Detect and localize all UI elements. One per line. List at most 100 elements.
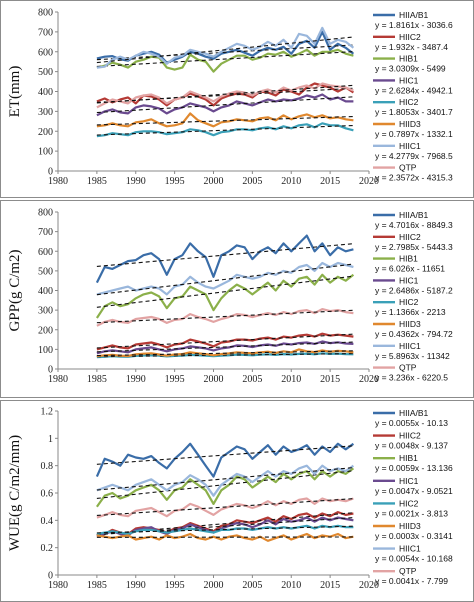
trend-equation: y = 2.6284x - 4942.1 [375,85,453,95]
trend-equation: y = 1.1366x - 2213 [375,307,446,317]
legend-label: QTP [399,363,417,373]
wue-chart: 0 0.2 0.4 0.6 0.8 1 1.2 1980 1985 1990 1995 2000 200… [7,407,453,592]
trend-equation: y = 0.0041x - 7.799 [375,576,448,586]
series-line [96,93,354,117]
trendline [96,96,354,114]
legend-label: HIID3 [399,319,421,329]
trend-equation: y = 3.0309x - 5499 [375,64,446,74]
y-tick-label: 100 [38,345,53,356]
x-tick-label: 2020 [359,580,379,591]
series-line [96,122,354,138]
x-tick-label: 1980 [48,176,68,187]
x-tick-label: 1985 [87,580,107,591]
trend-equation: y = 0.7897x - 1332.1 [375,129,453,139]
y-tick-label: 100 [38,147,53,158]
x-tick-label: 2020 [359,374,379,385]
y-axis-label: WUE(g C/m2/mm) [7,435,23,551]
series-line [96,467,355,508]
x-tick-label: 2000 [204,176,224,187]
trend-equation: y = 2.3572x - 4315.3 [375,173,453,183]
y-tick-label: 600 [38,47,53,58]
series-line [95,273,355,319]
y-tick-label: 1.2 [41,407,54,418]
gpp-panel: 0 100 200 300 400 500 600 700 800 1980 1985 1990 199… [0,200,474,398]
legend-label: HIC2 [399,97,419,107]
legend-label: HIIA/B1 [399,408,429,418]
trend-equation: y = 4.7016x - 8849.3 [375,220,453,230]
y-tick-label: 500 [38,266,53,277]
legend-label: HIIC2 [399,431,421,441]
y-tick-label: 400 [38,286,53,297]
x-tick-label: 1995 [165,176,185,187]
legend-label: HIIC1 [399,341,421,351]
series-line [96,112,354,128]
trend-equation: y = 0.0059x - 13.136 [375,463,453,473]
y-tick-label: 0.8 [41,461,54,472]
x-tick-label: 2005 [242,374,262,385]
trendline [96,44,354,61]
x-tick-label: 2000 [204,374,224,385]
y-tick-label: 700 [38,27,53,38]
trend-equation: y = 0.0048x - 9.137 [375,441,448,451]
legend-label: HIIC2 [399,32,421,42]
legend-label: QTP [399,566,417,576]
trendline [96,467,354,491]
x-tick-label: 2020 [359,176,379,187]
legend-label: HIIA/B1 [399,10,429,20]
legend-label: HIB1 [399,54,418,64]
x-tick-label: 1990 [126,374,146,385]
legend-label: HIC1 [399,275,419,285]
legend-label: HIC1 [399,476,419,486]
x-tick-label: 1995 [165,374,185,385]
x-tick-label: 2005 [242,580,262,591]
legend-label: HIB1 [399,254,418,264]
trend-equation: y = 0.0003x - 0.3141 [375,531,453,541]
y-tick-label: 0.6 [41,489,54,500]
trendline [96,36,354,64]
trend-equation: y = 2.7985x - 5443.3 [375,242,453,252]
trend-equation: y = 3.236x - 6220.5 [375,373,448,383]
trendline [96,243,354,267]
x-tick-label: 2010 [281,580,301,591]
trendline [96,498,354,517]
y-tick-label: 0 [48,167,53,178]
trend-equation: y = 5.8963x - 11342 [375,351,450,361]
y-tick-label: 600 [38,247,53,258]
trend-equation: y = 6.026x - 11651 [375,264,445,274]
x-tick-label: 1990 [126,580,146,591]
legend-label: HIC1 [399,75,419,85]
x-tick-label: 2015 [320,176,340,187]
trendline [96,525,354,534]
wue-panel: 0 0.2 0.4 0.6 0.8 1 1.2 1980 1985 1990 1995 2000 200… [0,400,474,602]
legend-label: QTP [399,163,417,173]
trendline [96,333,354,349]
trend-equation: y = 1.8053x - 3401.7 [375,107,453,117]
trend-equation: y = 0.0054x - 10.168 [375,554,453,564]
trend-equation: y = 0.0047x - 9.0521 [375,486,453,496]
trendline [96,51,354,68]
series-line [96,82,354,107]
y-axis-label: GPP(g C/m2) [7,249,23,331]
y-tick-label: 300 [38,107,53,118]
trendline [96,84,354,104]
y-tick-label: 0.4 [41,516,54,527]
y-tick-label: 800 [38,8,53,19]
x-tick-label: 2015 [320,374,340,385]
y-tick-label: 300 [38,306,53,317]
x-tick-label: 2010 [281,176,301,187]
x-tick-label: 1980 [48,374,68,385]
legend-label: HIB1 [399,453,418,463]
trend-equation: y = 0.0055x - 10.13 [375,418,448,428]
y-tick-label: 800 [38,208,53,219]
y-tick-label: 500 [38,67,53,78]
series-line [96,48,354,73]
trend-equation: y = 4.2779x - 7968.5 [375,151,453,161]
x-tick-label: 2015 [320,580,340,591]
x-tick-label: 1995 [165,580,185,591]
trendline [96,445,354,465]
y-tick-label: 0 [48,571,53,582]
y-tick-label: 200 [38,325,53,336]
series-line [96,497,354,519]
trendline [96,353,354,358]
series-line [95,234,354,284]
